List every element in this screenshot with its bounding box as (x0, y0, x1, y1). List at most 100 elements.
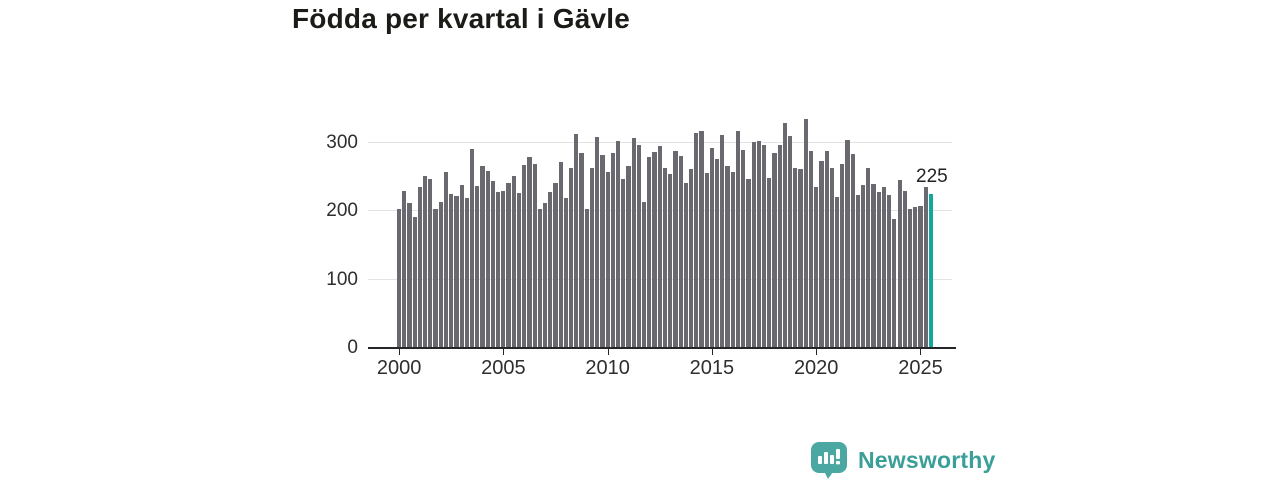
x-tick-mark-2000 (399, 349, 401, 355)
bar (490, 180, 496, 348)
plot-area: 0 100 200 300 2000 2005 2010 2015 2020 2025 225 (326, 100, 956, 379)
bar (845, 139, 850, 348)
bar (694, 133, 699, 348)
bar (397, 208, 402, 348)
bar (475, 186, 480, 348)
bar (501, 190, 506, 348)
bar (881, 187, 887, 348)
bar (683, 183, 688, 348)
bar (892, 218, 897, 348)
bar (751, 141, 756, 348)
bar (814, 187, 819, 348)
bar (496, 192, 501, 348)
bar (741, 149, 746, 348)
bar (537, 208, 542, 348)
bar (730, 172, 735, 348)
x-tick-label-2020: 2020 (793, 357, 839, 379)
bar (662, 168, 668, 348)
x-tick-label-2015: 2015 (689, 357, 735, 379)
bar (485, 171, 490, 348)
y-tick-label-200: 200 (326, 200, 358, 222)
bar (829, 168, 834, 348)
bar (699, 130, 704, 348)
bar (631, 137, 636, 348)
bar (824, 151, 829, 348)
bar (516, 192, 522, 348)
x-tick-label-2005: 2005 (481, 357, 526, 379)
bar (449, 194, 454, 348)
bar (907, 209, 913, 348)
bar (433, 209, 438, 348)
bar (772, 152, 777, 348)
bar (855, 194, 860, 348)
bar (913, 207, 918, 348)
bar (589, 168, 595, 348)
bar (819, 160, 824, 348)
bar (793, 168, 798, 348)
x-tick-label-2010: 2010 (585, 357, 630, 379)
bar (761, 145, 767, 348)
bar (595, 136, 600, 348)
bar (480, 165, 485, 348)
bar (600, 154, 605, 348)
bar (605, 172, 610, 348)
bar (678, 155, 683, 348)
bar (522, 164, 527, 348)
bar (626, 165, 631, 348)
bar (506, 182, 511, 348)
bar (803, 119, 808, 348)
x-tick-mark-2025 (920, 349, 922, 355)
bar (610, 153, 615, 348)
bar (464, 197, 469, 348)
bar (725, 165, 730, 348)
bar (897, 179, 902, 348)
y-tick-label-100: 100 (326, 268, 358, 290)
bar (918, 205, 923, 348)
bar (704, 173, 709, 348)
bar (553, 182, 558, 348)
bar (850, 153, 855, 348)
bar (688, 168, 694, 348)
bar (438, 201, 443, 348)
bar (412, 217, 417, 348)
bar (428, 178, 433, 348)
bar (511, 175, 516, 348)
bar (798, 168, 803, 348)
x-tick-mark-2015 (711, 349, 713, 355)
gridline-300 (368, 142, 952, 143)
bar (673, 151, 678, 348)
bar (443, 171, 449, 348)
newsworthy-logo-text: Newsworthy (858, 447, 996, 473)
bar (527, 156, 532, 348)
bar (871, 184, 876, 348)
bar (532, 164, 537, 348)
newsworthy-logo-icon (811, 442, 847, 479)
bar (615, 140, 621, 348)
chart-title: Födda per kvartal i Gävle (292, 3, 631, 34)
bar (657, 146, 662, 348)
bar (647, 157, 652, 348)
bar (417, 187, 423, 348)
y-tick-label-300: 300 (326, 132, 358, 153)
bar (636, 145, 642, 348)
bar (861, 185, 866, 348)
x-tick-label-2025: 2025 (898, 357, 943, 379)
bar (454, 195, 459, 348)
bar (720, 134, 725, 348)
bar (709, 147, 715, 348)
bar (923, 186, 928, 348)
x-axis-line (368, 347, 956, 349)
bar (407, 203, 412, 348)
newsworthy-logo: Newsworthy (810, 441, 995, 480)
bar (459, 184, 464, 348)
bar (777, 145, 782, 348)
bar (652, 151, 657, 348)
bar-highlight-latest-quarter (928, 194, 933, 348)
bar (876, 192, 881, 348)
bar (579, 153, 584, 348)
bar (887, 194, 892, 348)
bar (642, 202, 647, 348)
bar (668, 173, 673, 348)
bar (548, 191, 553, 348)
